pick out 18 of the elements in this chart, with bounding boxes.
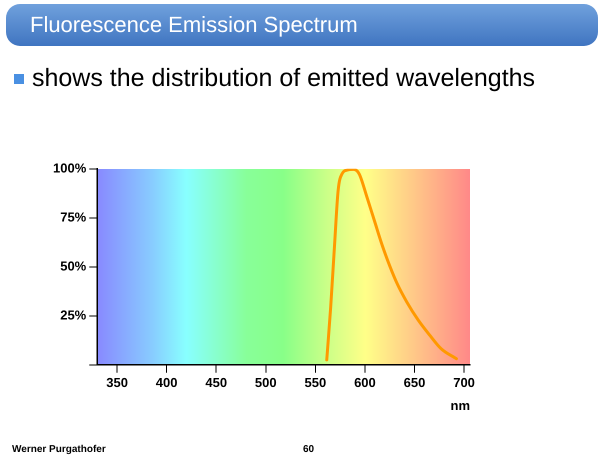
x-tick-label: 450 — [205, 375, 228, 390]
x-tick-label: 500 — [254, 375, 277, 390]
y-tick-label: 25% — [60, 307, 87, 322]
x-tick-label: 400 — [156, 375, 178, 390]
x-tick-label: 550 — [304, 375, 326, 390]
line-series — [325, 168, 458, 362]
x-tick-label: 350 — [106, 375, 128, 390]
x-tick-label: 650 — [404, 375, 426, 390]
chart-subtitle: shows the distribution of emitted wavelengths — [32, 64, 536, 93]
y-tick-label: 50% — [60, 258, 87, 274]
x-tick-label: 600 — [354, 375, 376, 390]
x-tick-label: 700 — [453, 375, 475, 390]
chart-title: Fluorescence Emission Spectrum — [30, 12, 358, 38]
text: 60 — [303, 444, 314, 455]
x-axis-title: nm — [450, 398, 470, 413]
y-tick-label: 100% — [53, 160, 87, 176]
y-tick-label: 75% — [60, 209, 87, 224]
text: Werner Purgathofer — [12, 444, 106, 455]
